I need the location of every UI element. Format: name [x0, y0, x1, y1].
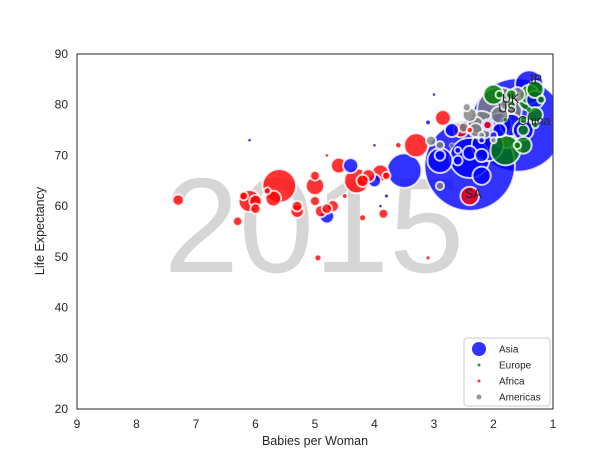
bubble-europe — [536, 94, 547, 105]
y-tick-label: 40 — [55, 301, 69, 315]
bubble-asia — [473, 147, 490, 164]
legend-label-americas: Americas — [499, 393, 541, 404]
annotation-label: China — [518, 114, 551, 128]
bubble-africa — [426, 255, 431, 260]
bubble-americas — [434, 140, 446, 151]
bubble-africa — [309, 169, 321, 182]
y-tick-label: 20 — [55, 402, 69, 416]
bubble-asia — [451, 154, 464, 167]
bubble-africa — [290, 199, 304, 213]
bubble-asia — [425, 120, 431, 125]
bubble-asia — [443, 122, 460, 139]
annotation-label: JP — [527, 72, 542, 86]
y-tick-label: 70 — [55, 148, 69, 162]
bubble-africa — [249, 202, 262, 215]
bubble-asia — [471, 165, 492, 186]
legend-label-africa: Africa — [499, 377, 525, 388]
x-tick-label: 7 — [193, 417, 200, 431]
legend: Asia Europe Africa Americas — [463, 337, 551, 407]
bubble-africa — [395, 142, 402, 149]
bubble-africa — [171, 193, 185, 207]
bubble-europe — [502, 117, 508, 123]
bubble-africa — [459, 185, 480, 207]
y-axis-label: Life Expectancy — [33, 186, 47, 275]
bubble-europe — [526, 107, 532, 113]
x-axis-label: Babies per Woman — [262, 434, 368, 448]
bubble-africa — [434, 109, 452, 127]
bubble-africa — [342, 193, 348, 199]
legend-label-europe: Europe — [499, 361, 532, 372]
x-tick-label: 1 — [550, 417, 557, 431]
legend-frame — [463, 337, 551, 407]
bubble-africa — [231, 215, 244, 228]
annotation-label: US — [498, 101, 515, 115]
y-tick-label: 80 — [55, 98, 69, 112]
bubble-europe — [494, 89, 505, 100]
bubbles-layer — [171, 69, 553, 261]
x-tick-label: 9 — [74, 417, 81, 431]
bubble-africa — [482, 119, 493, 131]
y-axis-ticks: 20 30 40 50 60 70 80 90 — [55, 47, 69, 416]
bubble-africa — [465, 126, 474, 135]
bubble-africa — [377, 207, 390, 220]
bubble-americas — [425, 134, 438, 147]
annotation-label: UK — [502, 92, 520, 106]
bubble-europe — [512, 140, 523, 151]
bubble-americas — [449, 142, 455, 148]
legend-marker-asia — [472, 342, 486, 356]
plot-frame — [76, 53, 554, 410]
legend-label-asia: Asia — [499, 345, 519, 356]
bubble-africa — [325, 153, 329, 158]
bubble-americas — [461, 102, 472, 113]
y-tick-label: 30 — [55, 351, 69, 365]
bubble-asia — [372, 143, 377, 148]
annotation-label: SA — [465, 187, 482, 201]
bubble-africa — [314, 254, 322, 261]
x-tick-label: 3 — [431, 417, 438, 431]
bubble-asia — [433, 149, 447, 162]
x-tick-label: 5 — [312, 417, 319, 431]
bubble-africa — [309, 195, 321, 208]
bubble-africa — [381, 170, 392, 181]
bubble-europe — [518, 114, 529, 125]
y-tick-label: 90 — [55, 47, 69, 61]
bubble-africa — [359, 214, 366, 221]
bubble-africa — [403, 132, 430, 159]
bubble-asia — [384, 193, 389, 199]
bubble-americas — [489, 136, 498, 145]
bubble-asia — [342, 157, 360, 175]
x-tick-label: 6 — [252, 417, 259, 431]
bubble-africa — [355, 173, 370, 188]
bubble-africa — [262, 186, 272, 196]
bubble-europe — [525, 80, 545, 99]
bubble-asia — [432, 92, 436, 97]
x-axis-ticks: 9 8 7 6 5 4 3 2 1 — [74, 417, 557, 431]
x-tick-label: 8 — [133, 417, 140, 431]
y-tick-label: 60 — [55, 199, 69, 213]
bubble-europe — [530, 120, 540, 130]
bubble-asia — [386, 152, 423, 189]
bubble-americas — [506, 104, 517, 115]
bubble-asia — [453, 146, 463, 155]
x-tick-label: 2 — [490, 417, 497, 431]
bubble-asia — [477, 136, 486, 145]
bubble-americas — [434, 180, 446, 192]
y-tick-label: 50 — [55, 250, 69, 264]
x-tick-label: 4 — [371, 417, 378, 431]
bubble-asia — [247, 138, 252, 142]
legend-marker-americas — [476, 394, 482, 400]
legend-marker-africa — [477, 379, 481, 383]
bubble-africa — [238, 190, 249, 202]
bubble-asia — [378, 204, 383, 208]
legend-marker-europe — [477, 363, 481, 367]
bubble-africa — [320, 202, 334, 215]
